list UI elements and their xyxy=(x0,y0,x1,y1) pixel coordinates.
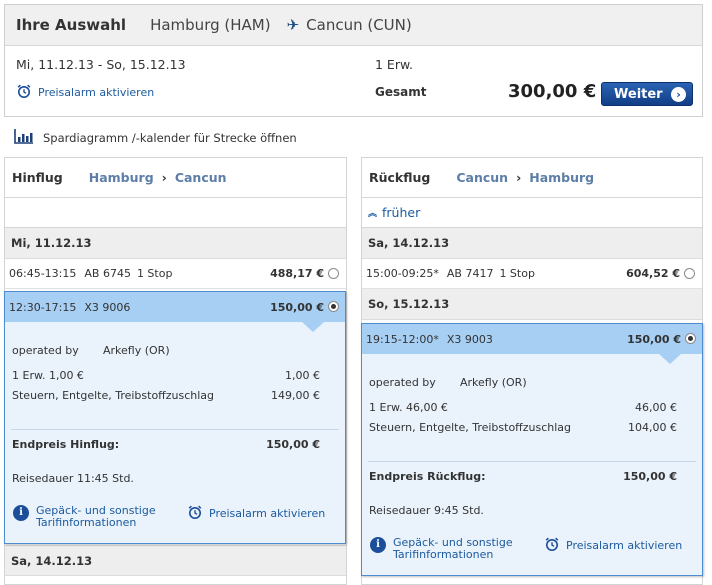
info-icon: i xyxy=(370,537,386,553)
outbound-selected-panel: 12:30-17:15 X3 9006 150,00 € operated by… xyxy=(4,291,346,544)
price-chart-label[interactable]: Spardiagramm /-kalender für Strecke öffn… xyxy=(43,130,297,145)
chevron-right-icon: › xyxy=(161,170,167,185)
summary-header: Ihre Auswahl Hamburg (HAM) ✈ Cancun (CUN… xyxy=(5,5,702,46)
continue-button[interactable]: Weiter › xyxy=(601,82,693,106)
chevron-up-icon: ︽ xyxy=(368,209,378,219)
fare-value: 46,00 € xyxy=(635,401,677,414)
fare-info-label[interactable]: Gepäck- und sonstige Tarifinformationen xyxy=(36,504,156,529)
return-date-row-2: So, 15.12.13 xyxy=(362,289,702,320)
plane-icon: ✈ xyxy=(286,16,300,34)
outbound-header: Hinflug Hamburg › Cancun xyxy=(5,158,346,198)
fare-info-link[interactable]: i Gepäck- und sonstige Tarifinformatione… xyxy=(13,505,166,529)
price-alert-label[interactable]: Preisalarm aktivieren xyxy=(209,507,326,520)
earlier-flights-label[interactable]: früher xyxy=(382,205,421,220)
flight-radio[interactable] xyxy=(328,268,339,279)
earlier-flights-link[interactable]: ︽ früher xyxy=(362,198,702,228)
chart-icon xyxy=(14,128,34,147)
operator-name: Arkefly (OR) xyxy=(460,376,527,389)
final-price-label: Endpreis Hinflug: xyxy=(12,438,120,451)
flight-price: 150,00 € xyxy=(270,300,324,314)
outbound-from: Hamburg xyxy=(88,170,154,185)
flight-price: 604,52 € xyxy=(626,267,680,280)
selected-flight-row[interactable]: 12:30-17:15 X3 9006 150,00 € xyxy=(5,292,345,322)
price-alert-link[interactable]: Preisalarm aktivieren xyxy=(187,504,325,523)
outbound-date-row-2: Sa, 14.12.13 xyxy=(5,545,346,576)
final-price-value: 150,00 € xyxy=(266,438,320,451)
flight-price: 488,17 € xyxy=(270,267,324,280)
return-selected-panel: 19:15-12:00* X3 9003 150,00 € operated b… xyxy=(361,323,703,576)
outbound-date-row: Mi, 11.12.13 xyxy=(5,228,346,259)
destination-city: Cancun (CUN) xyxy=(306,16,412,34)
price-alert-label[interactable]: Preisalarm aktivieren xyxy=(38,86,155,99)
taxes-label: Steuern, Entgelte, Treibstoffzuschlag xyxy=(369,421,572,434)
passenger-count: 1 Erw. xyxy=(375,57,414,72)
travel-duration: Reisedauer 9:45 Std. xyxy=(369,504,484,517)
travel-duration: Reisedauer 11:45 Std. xyxy=(12,472,134,485)
divider xyxy=(368,461,696,462)
return-header: Rückflug Cancun › Hamburg xyxy=(362,158,702,198)
outbound-heading: Hinflug xyxy=(12,170,63,185)
price-alert-label[interactable]: Preisalarm aktivieren xyxy=(566,539,683,552)
alarm-clock-icon xyxy=(544,536,560,555)
alarm-clock-icon xyxy=(16,83,32,102)
fare-label: 1 Erw. 46,00 € xyxy=(369,401,448,414)
price-alert-link[interactable]: Preisalarm aktivieren xyxy=(544,536,682,555)
operated-by-label: operated by xyxy=(12,344,79,357)
flight-stops: 1 Stop xyxy=(499,267,535,280)
price-chart-link[interactable]: Spardiagramm /-kalender für Strecke öffn… xyxy=(14,128,297,147)
divider xyxy=(11,429,339,430)
return-flight-row[interactable]: 15:00-09:25* AB 7417 1 Stop 604,52 € xyxy=(362,259,702,289)
alarm-clock-icon xyxy=(187,504,203,523)
return-from: Cancun xyxy=(456,170,509,185)
flight-radio-selected[interactable] xyxy=(328,301,339,312)
flight-price: 150,00 € xyxy=(627,332,681,346)
panel-notch xyxy=(659,354,681,364)
flight-number: X3 9003 xyxy=(446,332,493,346)
travel-dates: Mi, 11.12.13 - So, 15.12.13 xyxy=(16,57,186,72)
origin-city: Hamburg (HAM) xyxy=(150,16,271,34)
continue-button-label: Weiter xyxy=(614,86,663,102)
return-date-row: Sa, 14.12.13 xyxy=(362,228,702,259)
flight-stops: 1 Stop xyxy=(136,267,173,280)
taxes-value: 104,00 € xyxy=(628,421,677,434)
flight-time: 06:45-13:15 xyxy=(9,267,77,280)
summary-title: Ihre Auswahl xyxy=(16,16,127,34)
final-price-label: Endpreis Rückflug: xyxy=(369,470,486,483)
total-label: Gesamt xyxy=(375,85,427,99)
panel-notch xyxy=(302,322,324,332)
price-alert-link[interactable]: Preisalarm aktivieren xyxy=(16,83,154,102)
flight-number: AB 7417 xyxy=(446,267,494,280)
flight-radio[interactable] xyxy=(684,268,695,279)
fare-value: 1,00 € xyxy=(285,369,320,382)
operator-name: Arkefly (OR) xyxy=(103,344,170,357)
taxes-value: 149,00 € xyxy=(271,389,320,402)
selected-flight-row[interactable]: 19:15-12:00* X3 9003 150,00 € xyxy=(362,324,702,354)
flight-number: X3 9006 xyxy=(84,300,131,314)
flight-radio-selected[interactable] xyxy=(685,333,696,344)
final-price-value: 150,00 € xyxy=(623,470,677,483)
chevron-right-icon: › xyxy=(671,87,686,102)
fare-info-label[interactable]: Gepäck- und sonstige Tarifinformationen xyxy=(393,536,513,561)
flight-time: 12:30-17:15 xyxy=(9,300,77,314)
outbound-spacer-row xyxy=(5,198,346,228)
total-price: 300,00 € xyxy=(508,81,597,102)
chevron-right-icon: › xyxy=(516,170,522,185)
return-heading: Rückflug xyxy=(369,170,431,185)
fare-label: 1 Erw. 1,00 € xyxy=(12,369,84,382)
flight-time: 19:15-12:00* xyxy=(366,332,439,346)
outbound-flight-row[interactable]: 06:45-13:15 AB 6745 1 Stop 488,17 € xyxy=(5,259,346,289)
outbound-to: Cancun xyxy=(174,170,227,185)
taxes-label: Steuern, Entgelte, Treibstoffzuschlag xyxy=(12,389,215,402)
return-to: Hamburg xyxy=(529,170,595,185)
info-icon: i xyxy=(13,505,29,521)
selection-summary: Ihre Auswahl Hamburg (HAM) ✈ Cancun (CUN… xyxy=(4,4,703,117)
flight-number: AB 6745 xyxy=(84,267,131,280)
fare-info-link[interactable]: i Gepäck- und sonstige Tarifinformatione… xyxy=(370,537,523,561)
operated-by-label: operated by xyxy=(369,376,436,389)
flight-time: 15:00-09:25* xyxy=(366,267,439,280)
